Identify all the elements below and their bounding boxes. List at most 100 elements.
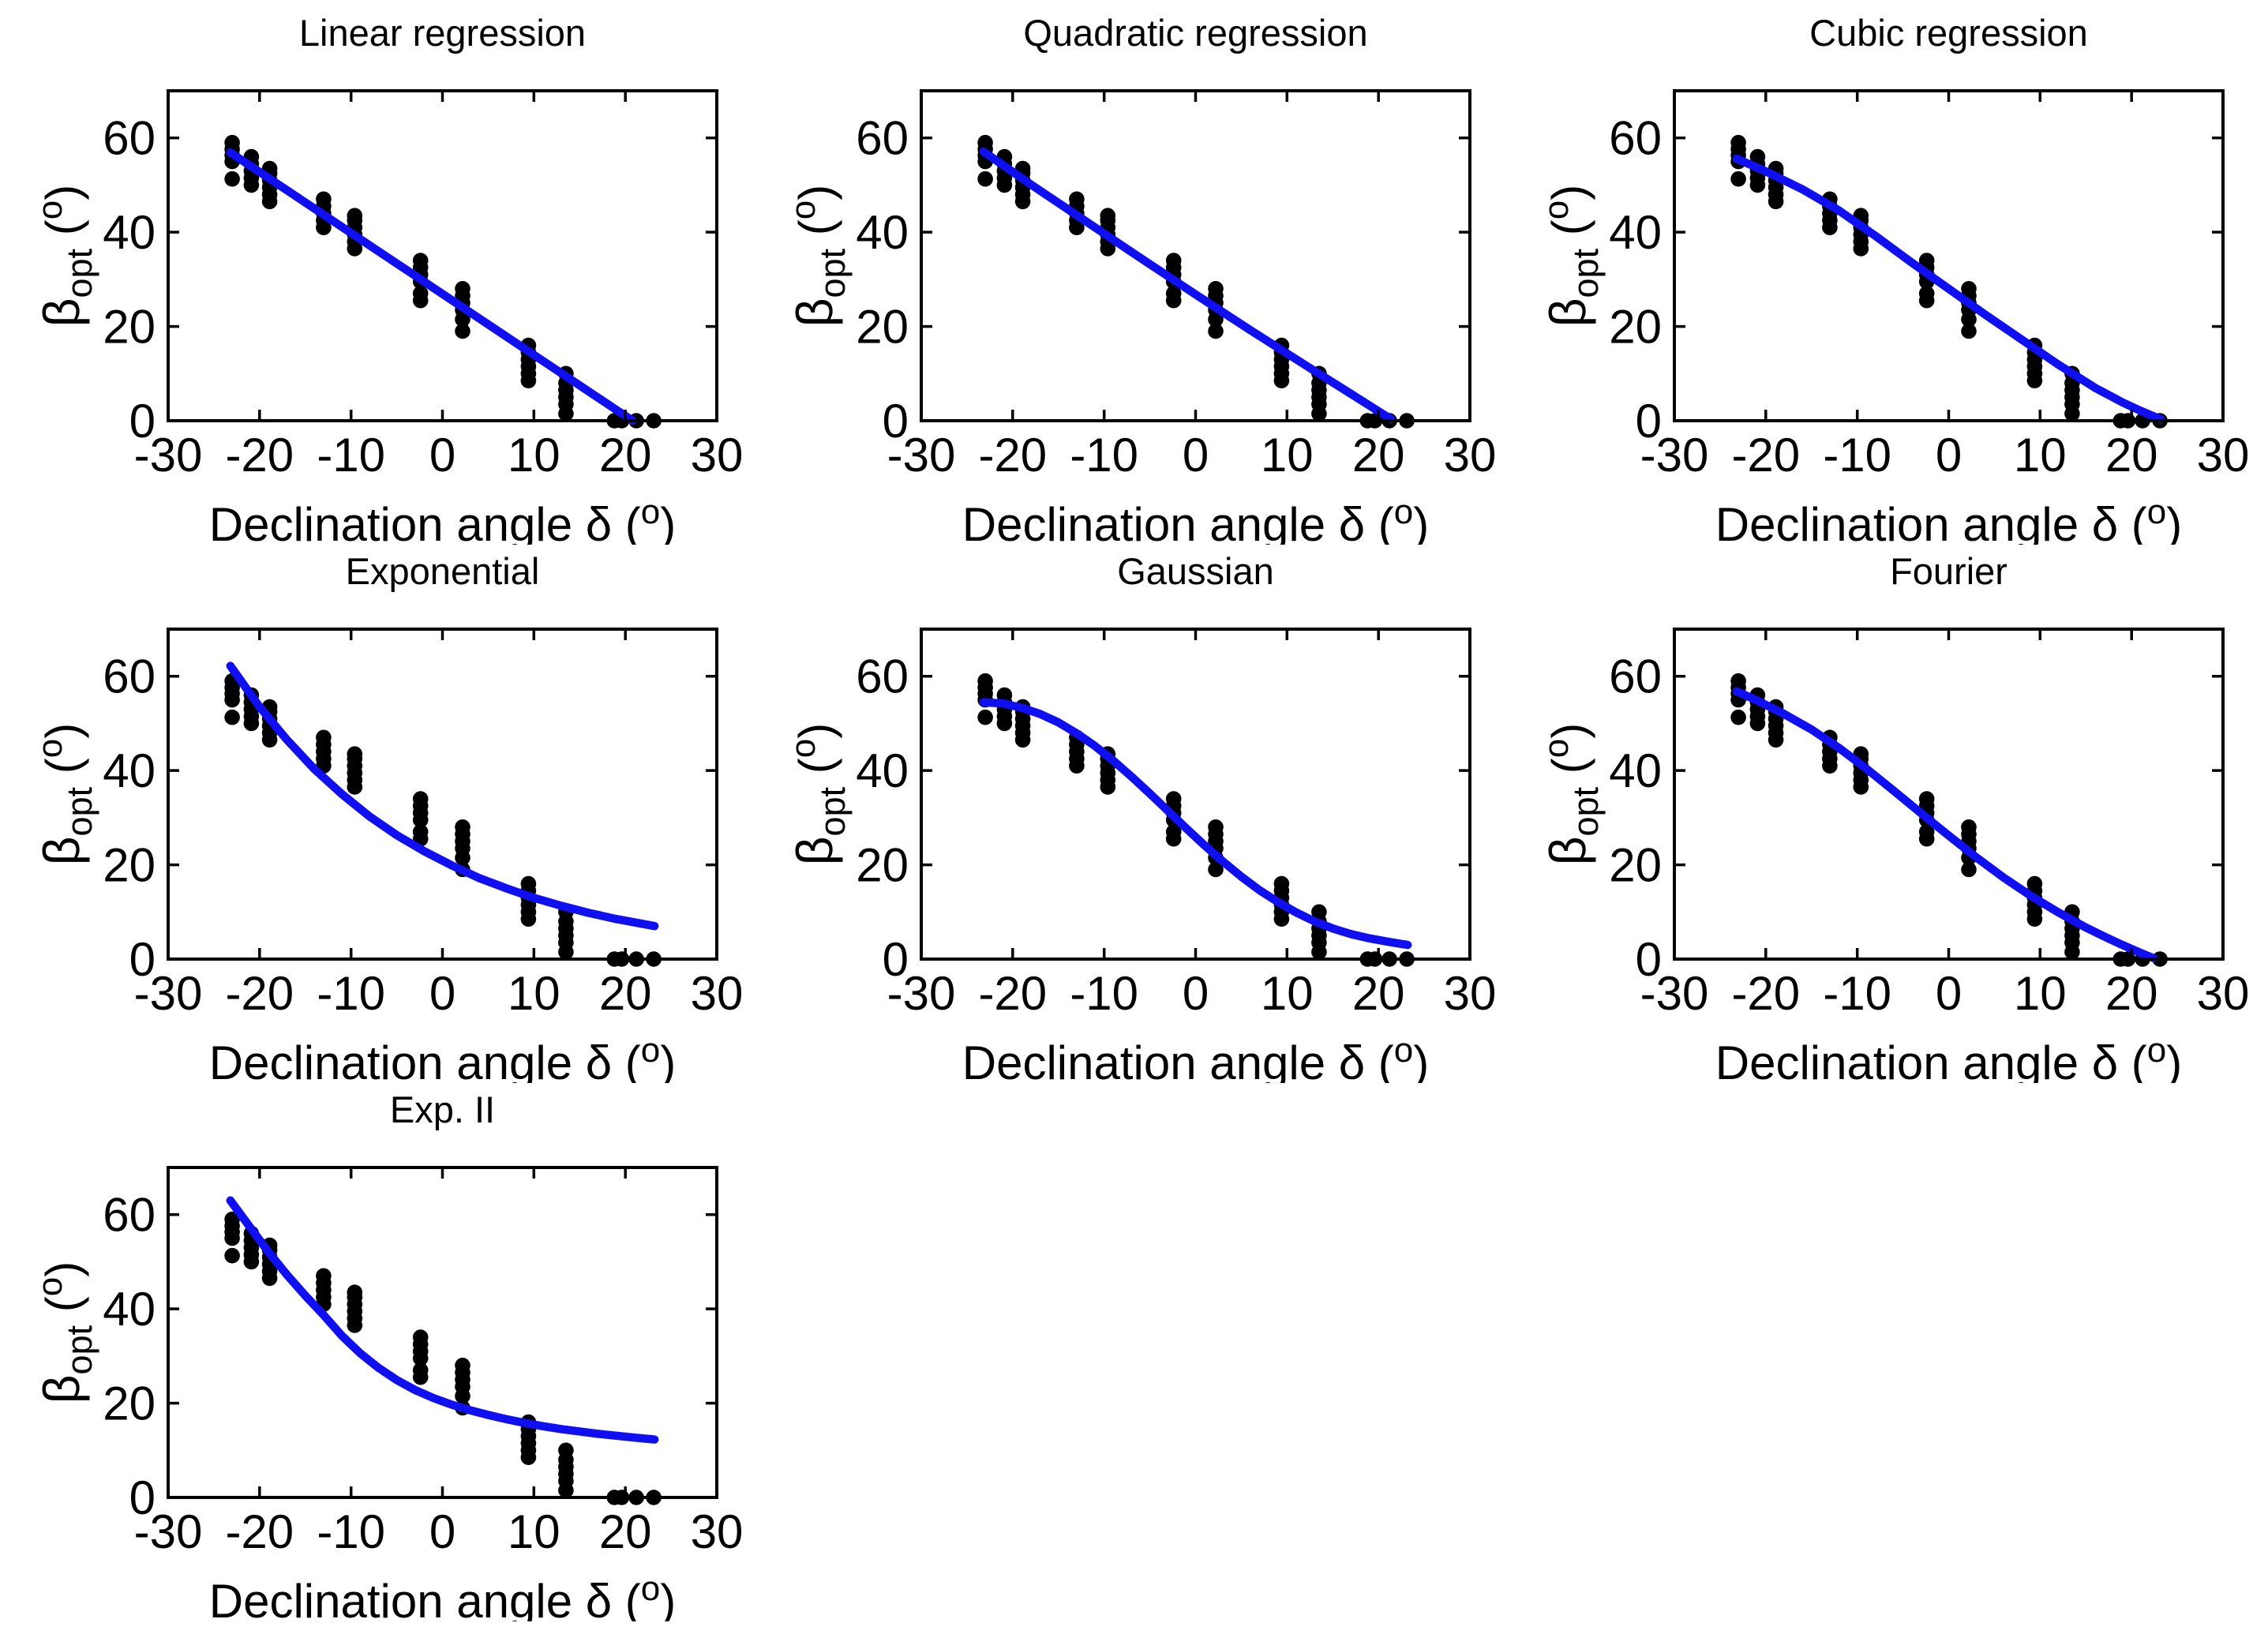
x-tick-label: 10 — [508, 429, 560, 482]
plot-cubic-regression: -30 -20 -10 0 10 20 30 0 20 40 60 Cubic regression D… — [1537, 12, 2250, 551]
x-tick-label: 10 — [1261, 967, 1314, 1020]
data-point — [412, 791, 429, 807]
plot-exponential: -30 -20 -10 0 10 20 30 0 20 40 60 Exponential Declin… — [31, 550, 744, 1089]
data-point — [1961, 281, 1977, 297]
x-tick-label: 20 — [1352, 967, 1405, 1020]
data-point — [1165, 824, 1182, 840]
x-tick-label: -30 — [134, 429, 203, 482]
data-point — [455, 323, 470, 339]
data-point — [316, 191, 332, 208]
axis-ticks — [920, 629, 1471, 961]
y-axis-label-group: βopt (o) — [784, 185, 853, 328]
data-point — [558, 1442, 574, 1459]
x-tick-label: -10 — [317, 1505, 385, 1558]
plot-quadratic-regression: -30 -20 -10 0 10 20 30 0 20 40 60 Quadratic regress… — [784, 12, 1496, 551]
y-tick-label: 40 — [856, 206, 909, 259]
y-tick-label: 20 — [1609, 301, 1662, 354]
data-point — [412, 1329, 429, 1345]
x-tick-label: 20 — [599, 1505, 652, 1558]
y-tick-label: 60 — [1609, 112, 1662, 165]
data-point — [1730, 709, 1746, 725]
x-tick-label: 10 — [508, 1505, 560, 1558]
data-point — [1730, 134, 1746, 151]
x-axis-label: Declination angle δ (o) — [209, 493, 677, 545]
x-axis-label: Declination angle δ (o) — [1715, 1031, 2183, 1083]
x-tick-label: 0 — [1183, 429, 1209, 482]
data-point — [412, 1362, 429, 1378]
axes-box — [920, 89, 1471, 422]
data-point — [224, 171, 240, 187]
data-point — [224, 134, 240, 151]
y-tick-label: 60 — [103, 1189, 156, 1242]
y-tick-label: 40 — [103, 744, 156, 797]
x-tick-label: -20 — [1731, 967, 1800, 1020]
scatter-series — [977, 134, 1415, 429]
x-tick-label: -20 — [225, 429, 294, 482]
fit-curve — [1732, 687, 2158, 963]
data-point — [412, 286, 429, 302]
x-tick-label: 30 — [2197, 967, 2250, 1020]
axis-ticks — [167, 629, 718, 961]
x-tick-label: -10 — [1823, 429, 1891, 482]
x-tick-label: -10 — [1070, 429, 1138, 482]
axis-ticks — [1673, 91, 2225, 422]
x-tick-label: 20 — [599, 967, 652, 1020]
y-tick-label: 20 — [1609, 839, 1662, 892]
x-tick-label: 0 — [1936, 967, 1962, 1020]
scatter-series — [1730, 134, 2168, 429]
fit-curve — [226, 148, 637, 425]
subplot-gaussian: -30 -20 -10 0 10 20 30 0 20 40 60 Gaussian Declinati… — [753, 538, 1509, 1089]
subplot-cubic-regression: -30 -20 -10 0 10 20 30 0 20 40 60 Cubic regression D… — [1506, 0, 2262, 551]
axes-box — [1673, 89, 2225, 422]
y-tick-label: 60 — [856, 650, 909, 703]
x-tick-label: 0 — [429, 429, 455, 482]
data-point — [1918, 791, 1935, 807]
y-axis-label-group: βopt (o) — [1537, 185, 1606, 328]
plot-linear-regression: -30 -20 -10 0 10 20 30 0 20 40 60 Linear regression… — [31, 12, 743, 551]
data-point — [224, 709, 240, 725]
data-point — [347, 746, 363, 762]
y-tick-label: 60 — [856, 112, 909, 165]
y-tick-label: 60 — [103, 112, 156, 165]
subplot-exponential: -30 -20 -10 0 10 20 30 0 20 40 60 Exponential Declin… — [0, 538, 755, 1089]
fit-curve — [226, 661, 659, 931]
y-tick-label: 20 — [856, 301, 909, 354]
data-point — [1961, 861, 1977, 878]
subplot-exp-ii: -30 -20 -10 0 10 20 30 0 20 40 60 Exp. II Declinatio… — [0, 1077, 755, 1628]
data-point — [412, 253, 429, 268]
data-point — [1311, 904, 1327, 920]
x-tick-label: 10 — [508, 967, 560, 1020]
fit-curve — [979, 698, 1412, 950]
x-tick-label: 30 — [691, 967, 744, 1020]
plot-fourier: -30 -20 -10 0 10 20 30 0 20 40 60 Fourier Declinatio… — [1537, 550, 2250, 1089]
x-tick-label: -30 — [1640, 967, 1709, 1020]
axes-box — [167, 1166, 718, 1499]
x-tick-label: -30 — [1640, 429, 1709, 482]
data-point — [1208, 281, 1224, 297]
data-point — [2026, 875, 2043, 892]
plot-title: Quadratic regression — [1023, 12, 1367, 54]
data-point — [455, 1358, 470, 1374]
data-point — [977, 171, 993, 187]
y-axis-label: βopt (o) — [1537, 185, 1606, 328]
data-point — [1208, 819, 1224, 835]
data-point — [977, 709, 993, 725]
y-tick-label: 20 — [103, 839, 156, 892]
x-tick-label: -30 — [134, 967, 203, 1020]
y-tick-label: 0 — [129, 1471, 156, 1524]
x-tick-label: 30 — [2197, 429, 2250, 482]
x-tick-label: 10 — [2014, 429, 2067, 482]
axis-ticks — [920, 91, 1471, 422]
y-tick-label: 0 — [1636, 933, 1662, 986]
x-tick-label: 0 — [1936, 429, 1962, 482]
y-tick-label: 0 — [129, 933, 156, 986]
data-point — [1165, 286, 1182, 302]
x-axis-label: Declination angle δ (o) — [962, 493, 1430, 545]
x-axis-label: Declination angle δ (o) — [209, 1031, 677, 1083]
axis-ticks — [1673, 629, 2225, 961]
axis-ticks — [167, 1167, 718, 1499]
axes-box — [167, 628, 718, 961]
data-point — [1273, 875, 1290, 892]
data-point — [224, 1247, 240, 1264]
x-tick-label: -30 — [134, 1505, 203, 1558]
